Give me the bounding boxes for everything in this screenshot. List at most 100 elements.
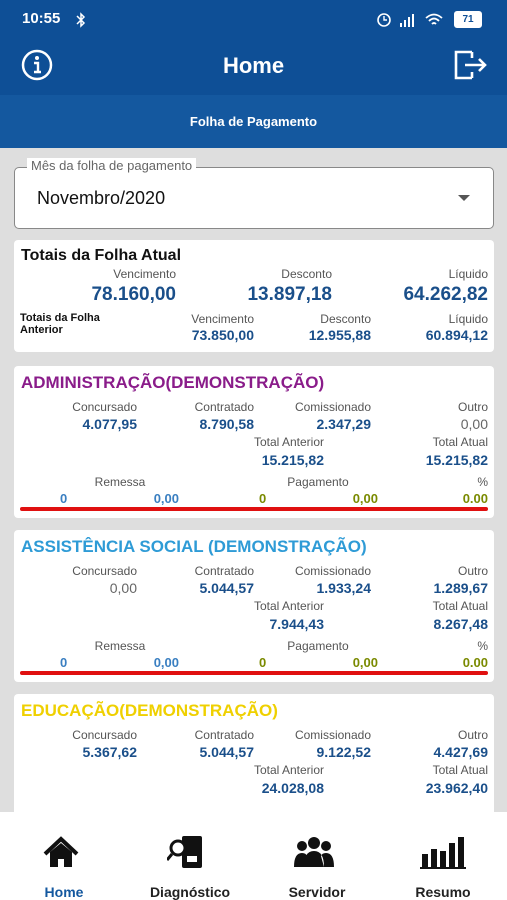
remessa-value: 0,00 [153,491,179,506]
app-header: Home [0,40,507,95]
total-value: 23.962,40 [425,780,488,796]
clock: 10:55 [22,10,61,27]
total-value: 7.944,43 [269,616,325,632]
previous-value: 60.894,12 [425,327,488,343]
pagamento-count: 0 [259,655,267,670]
column-label: Outro [457,564,488,578]
column-value: 5.044,57 [199,580,255,596]
nav-item[interactable]: Home [1,812,127,900]
header-title: Home [222,53,285,78]
nav-item[interactable]: Resumo [380,812,506,900]
total-label: Total Anterior [253,599,324,613]
pagamento-count: 0 [259,491,267,506]
nav-label: Resumo [415,884,471,900]
column-label: Outro [457,400,488,414]
remessa-label: Remessa [94,639,146,653]
column-value: 8.790,58 [199,416,255,432]
column-value: 0,00 [460,416,488,432]
previous-title: Totais da Folha Anterior [20,312,100,336]
column-label: Comissionado [294,728,371,742]
column-value: 9.122,52 [316,744,372,760]
total-value: 8.267,48 [433,616,489,632]
department-card[interactable]: ADMINISTRAÇÃO(DEMONSTRAÇÃO) Concursado 4.0… [14,366,494,518]
column-label: Contratado [194,728,254,742]
remessa-value: 0,00 [153,655,179,670]
totals-card: Totais da Folha Atual Totais da Folha An… [14,240,494,352]
total-label: Vencimento [113,267,176,281]
column-label: Comissionado [294,564,371,578]
nav-label: Servidor [288,884,346,900]
total-label: Total Atual [432,763,488,777]
column-label: Outro [457,728,488,742]
column-value: 5.367,62 [82,744,138,760]
progress-bar [20,671,488,675]
logout-button[interactable] [452,48,490,82]
total-value: 13.897,18 [247,284,332,305]
totals-title: Totais da Folha Atual [21,247,182,264]
department-card[interactable]: ASSISTÊNCIA SOCIAL (DEMONSTRAÇÃO) Concurs… [14,530,494,682]
nav-item[interactable]: Servidor [254,812,380,900]
department-name: ASSISTÊNCIA SOCIAL (DEMONSTRAÇÃO) [21,537,367,556]
info-button[interactable] [20,48,54,82]
column-label: Concursado [72,728,137,742]
pagamento-value: 0,00 [352,655,378,670]
pagamento-value: 0,00 [352,491,378,506]
select-label: Mês da folha de pagamento [27,158,197,173]
select-value: Novembro/2020 [37,188,166,208]
total-label: Total Atual [432,435,488,449]
total-label: Desconto [281,267,332,281]
column-value: 4.077,95 [82,416,138,432]
status-bar: 10:55 71 [0,0,507,40]
nav-label: Home [44,884,84,900]
total-label: Total Atual [432,599,488,613]
sub-header: Folha de Pagamento [0,95,507,148]
total-label: Líquido [448,267,488,281]
previous-label: Líquido [448,312,488,326]
battery: 71 [454,11,482,28]
column-label: Contratado [194,400,254,414]
total-value: 15.215,82 [261,452,324,468]
column-value: 2.347,29 [316,416,372,432]
remessa-label: Remessa [94,475,146,489]
nav-icon [167,836,202,868]
column-value: 1.289,67 [433,580,489,596]
department-name: EDUCAÇÃO(DEMONSTRAÇÃO) [21,701,278,720]
bluetooth-icon [76,12,86,28]
bottom-nav: Home Diagnóstico Servidor Resumo [0,812,507,900]
total-label: Total Anterior [253,435,324,449]
nav-label: Diagnóstico [149,884,231,900]
dropdown-arrow [458,195,470,201]
total-value: 64.262,82 [403,284,488,305]
progress-bar [20,507,488,511]
previous-value: 12.955,88 [308,327,371,343]
column-value: 4.427,69 [433,744,489,760]
percent-value: 0.00 [462,655,488,670]
percent-value: 0.00 [462,491,488,506]
remessa-count: 0 [60,491,68,506]
previous-value: 73.850,00 [191,327,254,343]
status-icons [377,13,443,27]
percent-label: % [477,639,488,653]
total-label: Total Anterior [253,763,324,777]
month-select[interactable]: Mês da folha de pagamento Novembro/2020 [14,158,494,229]
total-value: 15.215,82 [425,452,488,468]
department-card[interactable]: EDUCAÇÃO(DEMONSTRAÇÃO) Concursado 5.367,62… [14,694,494,824]
nav-icon [43,836,79,867]
pagamento-label: Pagamento [287,475,349,489]
column-value: 0,00 [109,580,137,596]
pagamento-label: Pagamento [287,639,349,653]
total-value: 24.028,08 [261,780,324,796]
column-label: Concursado [72,564,137,578]
total-value: 78.160,00 [91,284,176,305]
remessa-count: 0 [60,655,68,670]
sub-header-title: Folha de Pagamento [189,114,318,129]
nav-item[interactable]: Diagnóstico [127,812,253,900]
department-name: ADMINISTRAÇÃO(DEMONSTRAÇÃO) [21,373,325,392]
column-value: 5.044,57 [199,744,255,760]
percent-label: % [477,475,488,489]
previous-label: Desconto [320,312,371,326]
nav-icon [294,837,334,867]
previous-label: Vencimento [191,312,254,326]
column-label: Comissionado [294,400,371,414]
